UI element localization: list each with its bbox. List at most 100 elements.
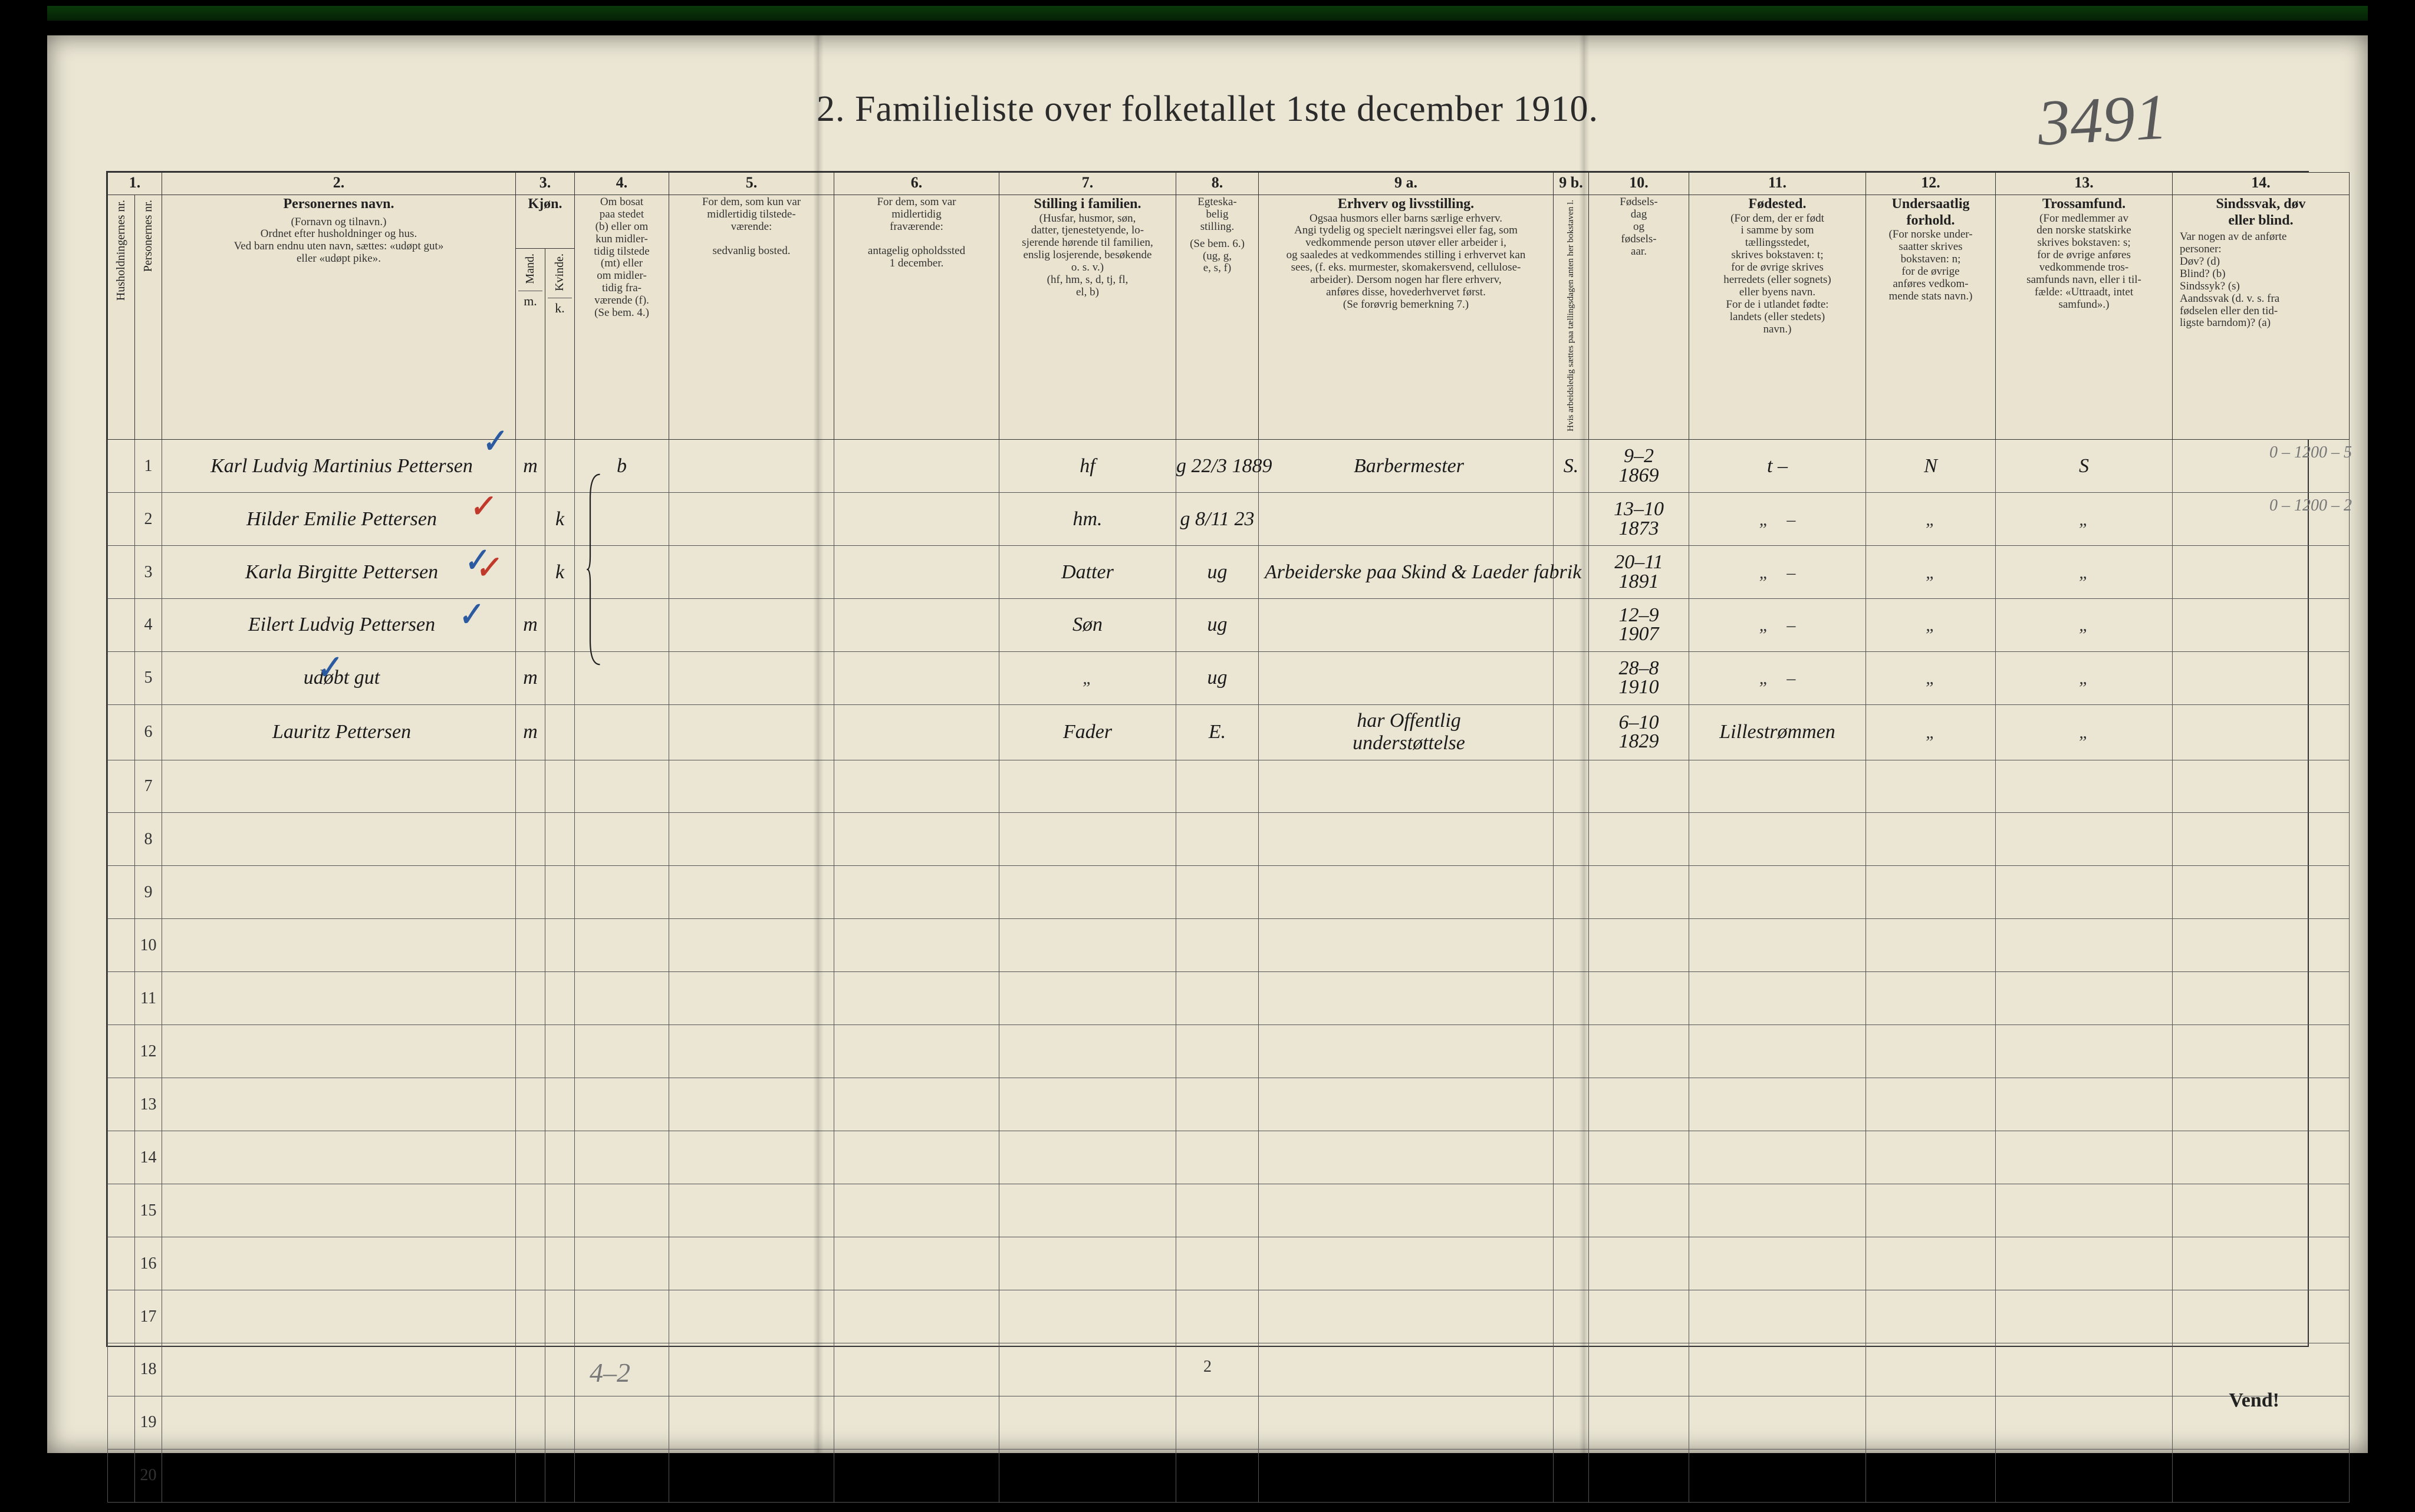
cell: „ xyxy=(1866,493,1996,546)
cell: har Offentligunderstøttelse xyxy=(1259,704,1554,760)
cell: „ xyxy=(1866,651,1996,704)
cell: b xyxy=(575,440,669,493)
cell: 14 xyxy=(135,1131,162,1184)
cell xyxy=(1996,1237,2173,1290)
cell xyxy=(999,919,1176,972)
cell xyxy=(1689,1449,1866,1502)
table-row: 3Karla Birgitte Pettersen✓✓kDatterugArbe… xyxy=(108,546,2350,599)
cell xyxy=(669,813,834,866)
cell xyxy=(2173,1078,2350,1131)
cell xyxy=(834,651,999,704)
scan-border-top xyxy=(47,6,2368,21)
cell xyxy=(1866,1290,1996,1343)
cell xyxy=(1689,813,1866,866)
table-row: 20 xyxy=(108,1449,2350,1502)
colnum-4: 4. xyxy=(575,173,669,195)
h-person-nr: Personernes nr. xyxy=(135,195,162,440)
cell: ug xyxy=(1176,599,1259,652)
cell xyxy=(108,1237,135,1290)
cell xyxy=(575,599,669,652)
cell xyxy=(2173,546,2350,599)
cell: 6 xyxy=(135,704,162,760)
cell: 19 xyxy=(135,1396,162,1449)
cell xyxy=(575,546,669,599)
cell: 9–21869 xyxy=(1589,440,1689,493)
cell xyxy=(1689,1343,1866,1396)
cell xyxy=(1866,1184,1996,1237)
census-table-wrap: 1. 2. 3. 4. 5. 6. 7. 8. 9 a. 9 b. 10. 11… xyxy=(106,171,2309,1347)
cell xyxy=(999,866,1176,919)
cell xyxy=(999,1131,1176,1184)
cell xyxy=(545,1449,575,1502)
cell: k xyxy=(545,493,575,546)
cell: ug xyxy=(1176,651,1259,704)
cell xyxy=(669,1449,834,1502)
cell: Søn xyxy=(999,599,1176,652)
cell xyxy=(1589,1396,1689,1449)
vend-label: Vend! xyxy=(2229,1389,2279,1412)
cell xyxy=(162,760,516,813)
cell xyxy=(108,1078,135,1131)
colnum-8: 8. xyxy=(1176,173,1259,195)
cell xyxy=(545,599,575,652)
cell xyxy=(575,972,669,1025)
cell xyxy=(1554,813,1589,866)
cell xyxy=(1996,1078,2173,1131)
cell xyxy=(1554,1184,1589,1237)
document-page: 2. Familieliste over folketallet 1ste de… xyxy=(47,35,2368,1453)
cell xyxy=(1176,1237,1259,1290)
cell: „ xyxy=(1996,599,2173,652)
cell xyxy=(162,1290,516,1343)
cell xyxy=(1259,1131,1554,1184)
h-navn: Personernes navn. (Fornavn og tilnavn.) … xyxy=(162,195,516,440)
cell xyxy=(2173,1449,2350,1502)
cell xyxy=(575,1237,669,1290)
cell xyxy=(834,1237,999,1290)
cell xyxy=(1589,760,1689,813)
cell xyxy=(1866,1237,1996,1290)
page-number: 2 xyxy=(1203,1358,1212,1376)
cell xyxy=(834,1078,999,1131)
cell xyxy=(999,813,1176,866)
cell xyxy=(575,1184,669,1237)
table-row: 8 xyxy=(108,813,2350,866)
cell xyxy=(2173,813,2350,866)
cell xyxy=(545,1343,575,1396)
cell xyxy=(1176,919,1259,972)
table-row: 7 xyxy=(108,760,2350,813)
cell: „ – xyxy=(1689,546,1866,599)
cell xyxy=(669,1025,834,1078)
cell xyxy=(516,493,545,546)
cell: „ xyxy=(1866,546,1996,599)
cell xyxy=(1259,866,1554,919)
cell xyxy=(545,1131,575,1184)
h-kjon: Kjøn. xyxy=(516,195,575,249)
cell: S xyxy=(1996,440,2173,493)
cell xyxy=(1176,866,1259,919)
cell xyxy=(575,919,669,972)
cell: k xyxy=(545,546,575,599)
cell xyxy=(1589,919,1689,972)
h-tros: Trossamfund. (For medlemmer av den norsk… xyxy=(1996,195,2173,440)
h-stilling-fam: Stilling i familien. (Husfar, husmor, sø… xyxy=(999,195,1176,440)
cell xyxy=(545,972,575,1025)
cell xyxy=(1176,1449,1259,1502)
cell xyxy=(1554,972,1589,1025)
cell xyxy=(162,813,516,866)
cell: E. xyxy=(1176,704,1259,760)
cell xyxy=(1554,1025,1589,1078)
cell xyxy=(545,1290,575,1343)
cell xyxy=(1866,919,1996,972)
cell xyxy=(1866,1343,1996,1396)
cell: 3 xyxy=(135,546,162,599)
cell xyxy=(669,651,834,704)
table-row: 19 xyxy=(108,1396,2350,1449)
cell: 11 xyxy=(135,972,162,1025)
cell xyxy=(516,546,545,599)
cell: 15 xyxy=(135,1184,162,1237)
cell xyxy=(162,1396,516,1449)
colnum-7: 7. xyxy=(999,173,1176,195)
cell xyxy=(1866,1396,1996,1449)
cell xyxy=(1589,1131,1689,1184)
cell xyxy=(1176,760,1259,813)
